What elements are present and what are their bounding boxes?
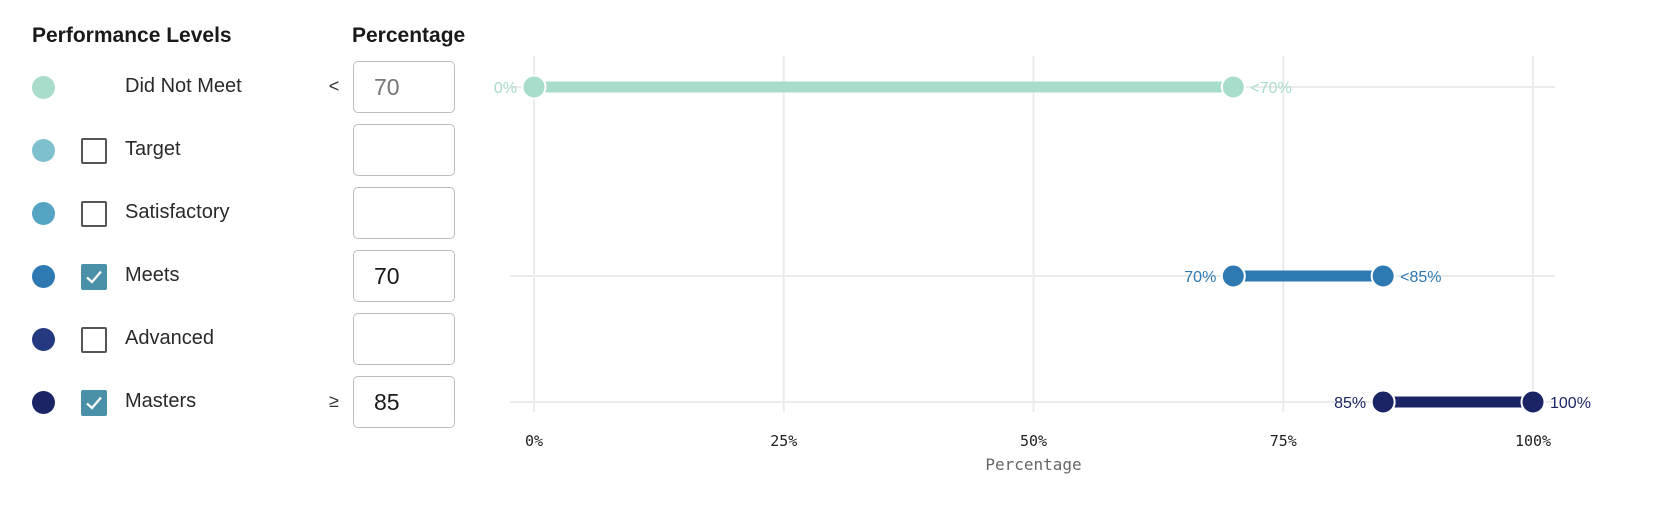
level-checkbox-meets[interactable] [81, 264, 107, 290]
level-row-satisfactory: Satisfactory [0, 187, 470, 239]
check-icon [86, 270, 102, 284]
percentage-input-masters[interactable] [353, 376, 455, 428]
range-end-point [1220, 74, 1246, 100]
level-label: Masters [125, 390, 197, 412]
range-end-point [1370, 263, 1396, 289]
x-tick-label: 75% [1270, 432, 1297, 450]
level-checkbox-masters[interactable] [81, 390, 107, 416]
range-start-label: 0% [494, 80, 517, 97]
percentage-input-advanced[interactable] [353, 313, 455, 365]
level-color-dot [32, 139, 55, 162]
level-label: Satisfactory [125, 201, 230, 223]
percentage-input-meets[interactable] [353, 250, 455, 302]
percentage-input-satisfactory[interactable] [353, 187, 455, 239]
check-icon [86, 396, 102, 410]
range-start-point [1370, 389, 1396, 415]
level-row-meets: Meets [0, 250, 470, 302]
level-operator: < [328, 76, 340, 96]
x-axis-ticks: 0% 25% 50% 75% 100% [525, 432, 1551, 450]
level-row-advanced: Advanced [0, 313, 470, 365]
level-label: Advanced [125, 327, 214, 349]
x-tick-label: 50% [1020, 432, 1047, 450]
chart-grid [510, 56, 1555, 412]
level-row-masters: Masters ≥ [0, 376, 470, 428]
level-color-dot [32, 76, 55, 99]
range-end-label: <85% [1400, 269, 1441, 286]
level-operator: ≥ [329, 391, 339, 411]
range-start-label: 85% [1334, 395, 1366, 412]
range-end-point [1520, 389, 1546, 415]
percentage-header: Percentage [352, 24, 466, 47]
level-label: Did Not Meet [125, 75, 242, 97]
x-tick-label: 0% [525, 432, 543, 450]
percentage-input-did-not-meet [353, 61, 455, 113]
chart-ranges: 0% <70% 70% <85% 85% 100% [494, 74, 1591, 415]
level-color-dot [32, 202, 55, 225]
range-start-point [521, 74, 547, 100]
range-start-label: 70% [1184, 269, 1216, 286]
range-end-label: 100% [1550, 395, 1591, 412]
level-row-target: Target [0, 124, 470, 176]
performance-levels-header: Performance Levels [32, 24, 232, 47]
range-chart: 0% <70% 70% <85% 85% 100% 0% 25% 50% 75% 100% Per… [494, 56, 1591, 474]
level-color-dot [32, 391, 55, 414]
x-axis-title: Percentage [985, 455, 1081, 474]
level-checkbox-target[interactable] [81, 138, 107, 164]
range-end-label: <70% [1250, 80, 1291, 97]
level-color-dot [32, 265, 55, 288]
range-start-point [1220, 263, 1246, 289]
x-tick-label: 25% [770, 432, 797, 450]
percentage-input-target[interactable] [353, 124, 455, 176]
level-checkbox-advanced[interactable] [81, 327, 107, 353]
level-label: Target [125, 138, 181, 160]
level-label: Meets [125, 264, 180, 286]
level-color-dot [32, 328, 55, 351]
level-checkbox-satisfactory[interactable] [81, 201, 107, 227]
level-row-did-not-meet: Did Not Meet < [0, 61, 470, 113]
x-tick-label: 100% [1515, 432, 1551, 450]
